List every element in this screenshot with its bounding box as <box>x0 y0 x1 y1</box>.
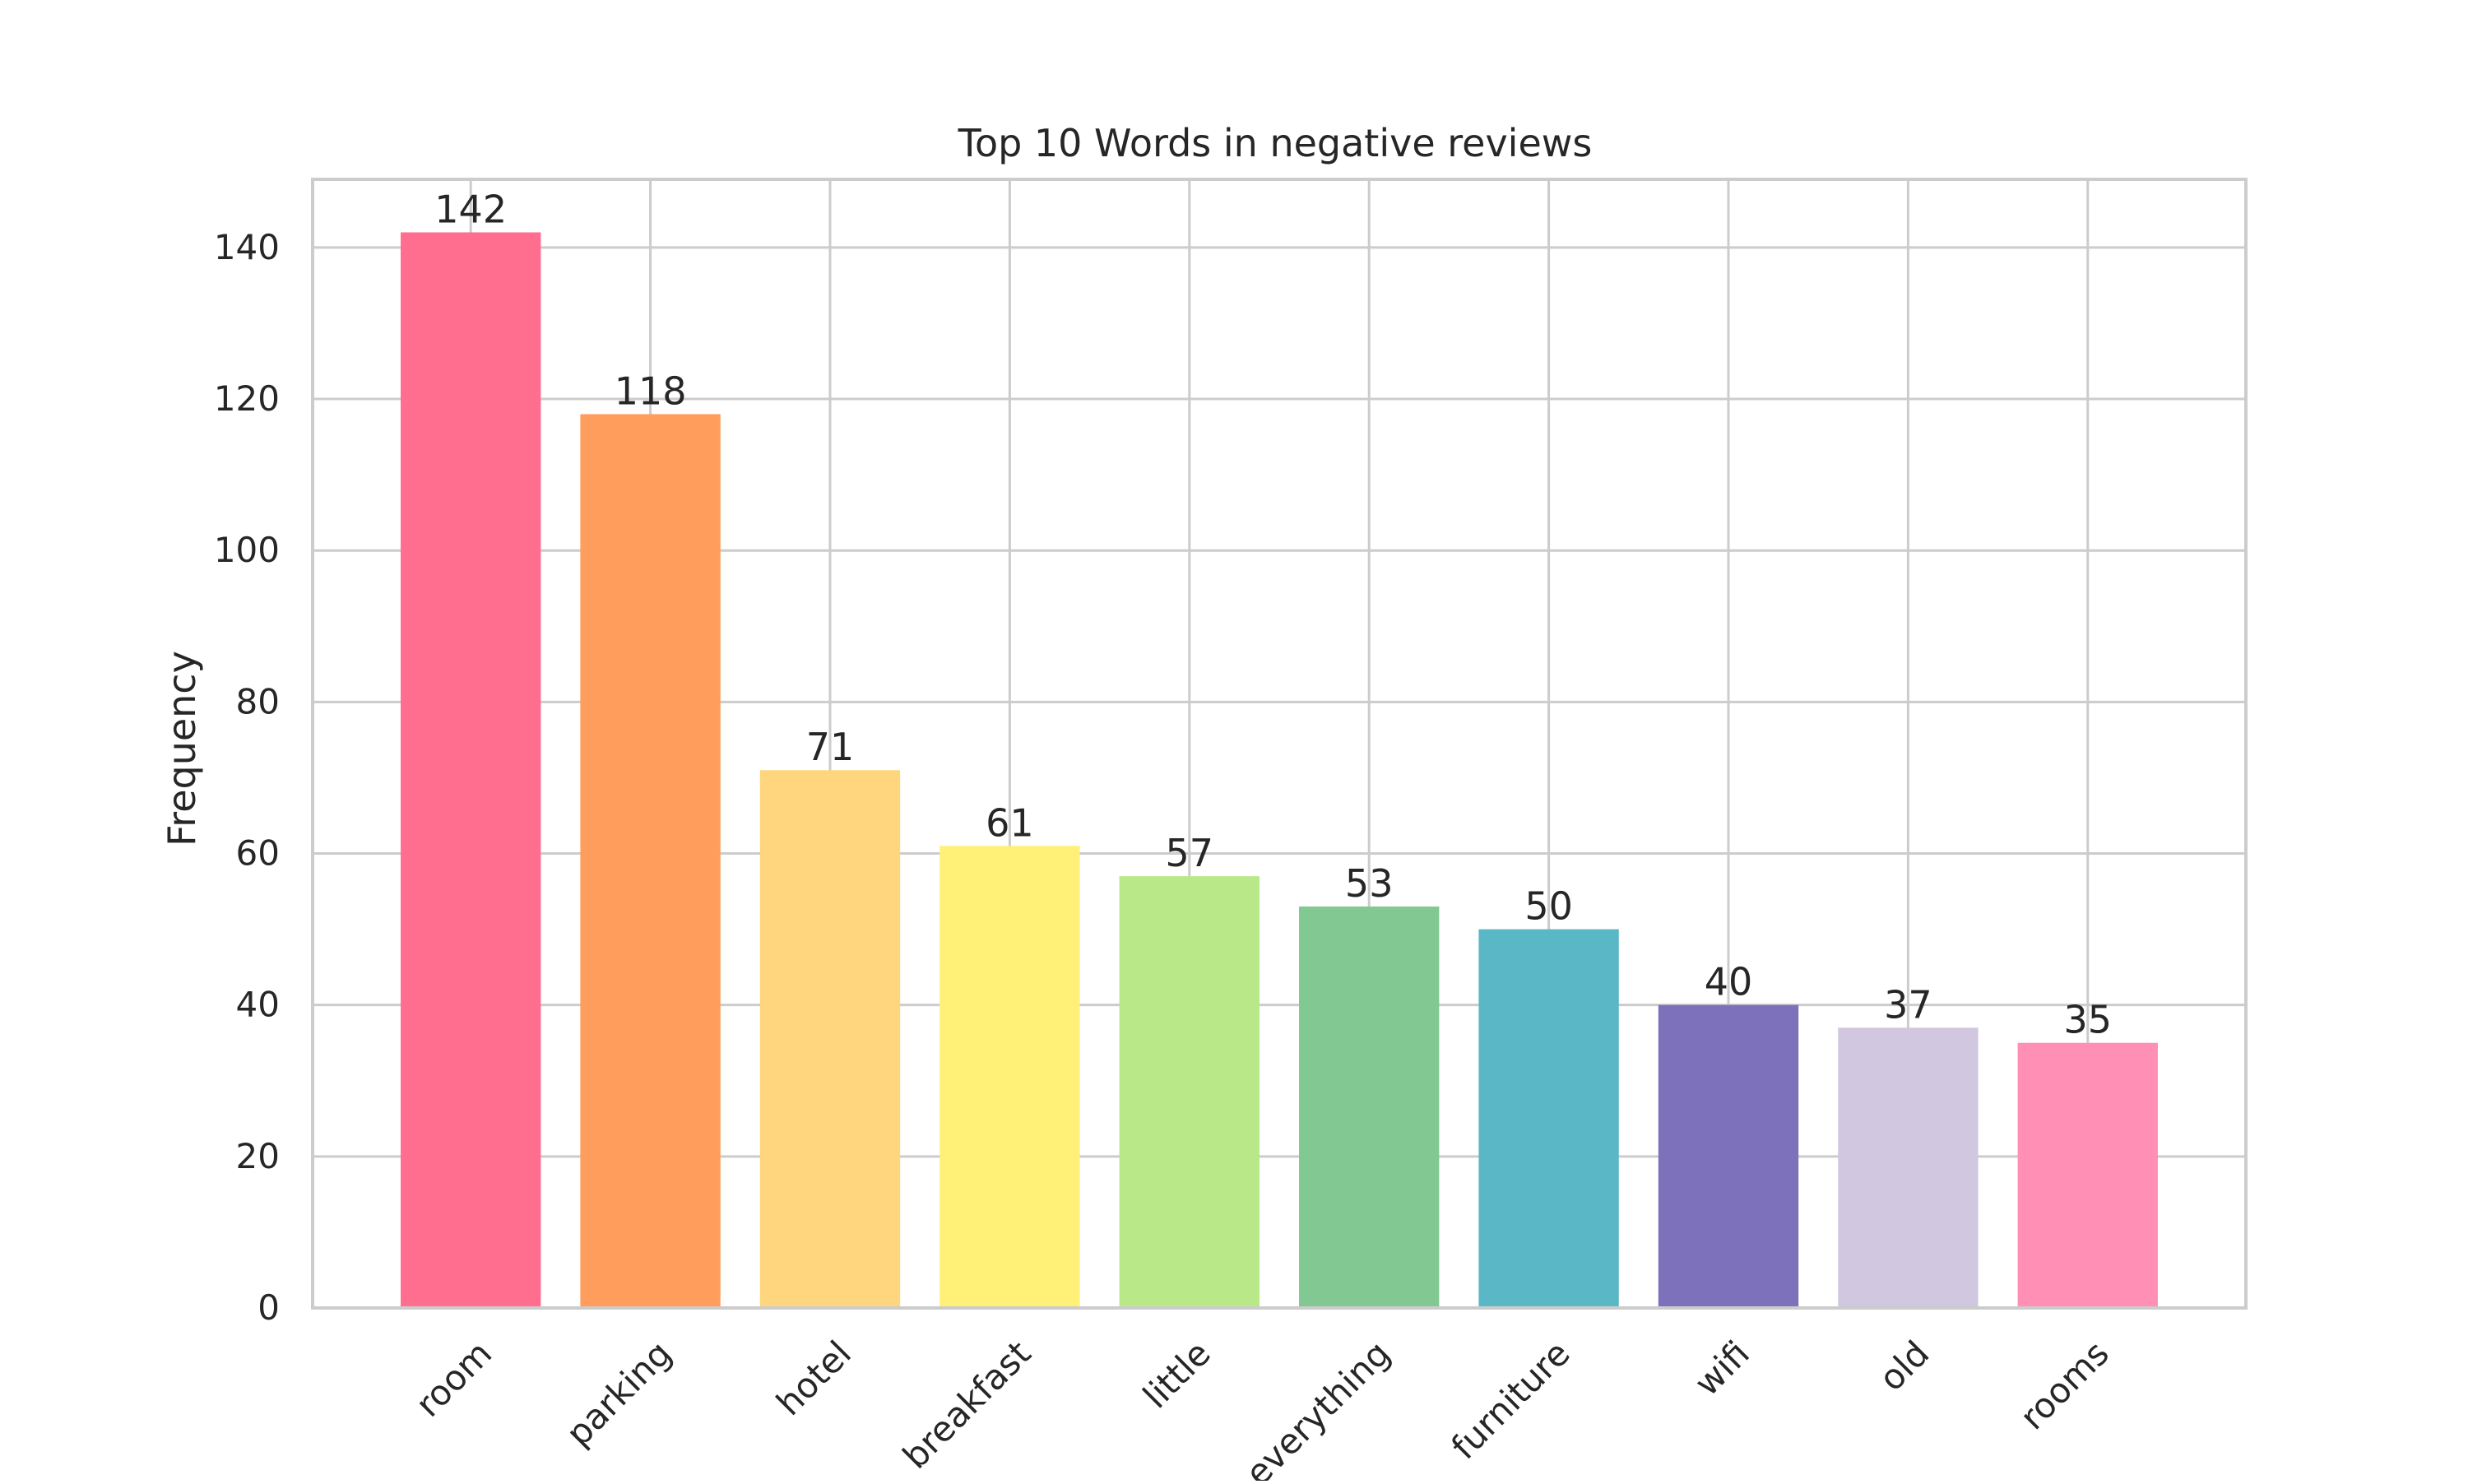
y-tick-label: 60 <box>236 833 280 874</box>
data-label-breakfast: 61 <box>986 800 1034 845</box>
y-tick-label: 120 <box>214 378 280 419</box>
y-tick-label: 40 <box>236 985 280 1025</box>
bar-hotel <box>759 770 901 1308</box>
chart-title: Top 10 Words in negative reviews <box>958 121 1593 165</box>
data-label-little: 57 <box>1166 831 1214 875</box>
x-tick-label-old: old <box>1872 1333 1937 1398</box>
x-tick-label-parking: parking <box>559 1333 680 1454</box>
y-tick-label: 0 <box>257 1287 280 1328</box>
data-label-everything: 53 <box>1345 861 1394 906</box>
bar-parking <box>580 414 721 1308</box>
data-label-hotel: 71 <box>806 725 855 769</box>
data-label-old: 37 <box>1884 982 1932 1027</box>
x-tick-label-hotel: hotel <box>768 1333 859 1423</box>
x-tick-label-wifi: wifi <box>1686 1333 1757 1403</box>
data-label-rooms: 35 <box>2064 998 2113 1042</box>
x-tick-label-room: room <box>408 1333 499 1424</box>
bar-rooms <box>2017 1042 2158 1308</box>
frame-layer <box>311 178 2248 1310</box>
y-tick-label: 20 <box>236 1136 280 1176</box>
x-tick-label-little: little <box>1135 1333 1218 1416</box>
x-tick-label-rooms: rooms <box>2012 1333 2117 1437</box>
bar-breakfast <box>939 846 1080 1308</box>
bar-everything <box>1299 906 1440 1308</box>
plot-frame <box>311 178 2248 1310</box>
data-label-furniture: 50 <box>1524 884 1573 929</box>
data-label-room: 142 <box>434 187 507 231</box>
y-tick-label: 100 <box>214 530 280 570</box>
bar-wifi <box>1658 1004 1799 1308</box>
data-label-wifi: 40 <box>1705 960 1753 1004</box>
bar-little <box>1119 876 1260 1308</box>
x-tick-label-everything: everything <box>1237 1333 1398 1481</box>
data-label-parking: 118 <box>615 369 687 413</box>
bars-layer <box>401 232 2158 1308</box>
y-tick-label: 140 <box>214 227 280 267</box>
y-tick-label: 80 <box>236 681 280 721</box>
y-axis-label: Frequency <box>160 651 204 846</box>
bar-old <box>1838 1027 1979 1308</box>
x-tick-label-breakfast: breakfast <box>895 1333 1039 1477</box>
bar-furniture <box>1478 929 1619 1308</box>
bar-room <box>401 232 541 1308</box>
x-tick-label-furniture: furniture <box>1444 1333 1578 1467</box>
